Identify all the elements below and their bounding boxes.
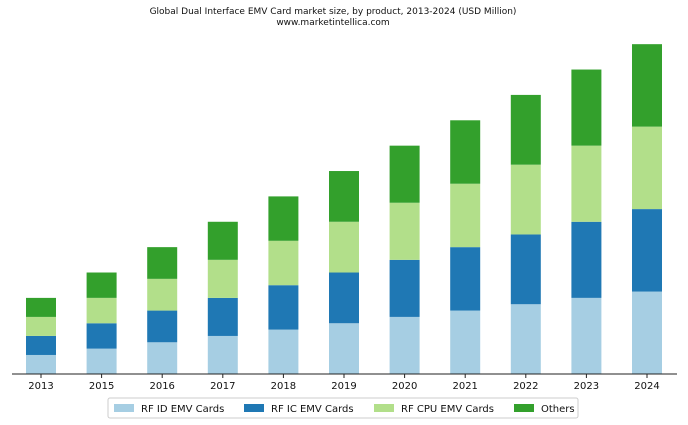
- bar-rf-cpu-emv-cards-2021: [450, 183, 481, 248]
- bar-others-2019: [329, 171, 359, 222]
- bar-others-2015: [86, 272, 117, 298]
- legend-label-rf-cpu-emv-cards: RF CPU EMV Cards: [401, 404, 494, 415]
- bar-others-2023: [571, 69, 602, 146]
- bar-rf-id-emv-cards-2022: [510, 304, 541, 374]
- x-tick-label: 2015: [89, 381, 114, 392]
- x-tick-label: 2013: [28, 381, 53, 392]
- bar-rf-cpu-emv-cards-2017: [207, 259, 238, 298]
- bar-rf-id-emv-cards-2023: [571, 297, 602, 374]
- legend-label-others: Others: [541, 404, 575, 415]
- bar-rf-cpu-emv-cards-2013: [26, 316, 56, 336]
- bar-rf-cpu-emv-cards-2018: [268, 240, 299, 286]
- x-tick-label: 2017: [210, 381, 235, 392]
- bar-rf-cpu-emv-cards-2022: [510, 164, 541, 235]
- bar-rf-id-emv-cards-2017: [207, 335, 238, 374]
- chart-subtitle: www.marketintellica.com: [276, 18, 389, 28]
- bar-rf-ic-emv-cards-2015: [86, 323, 117, 349]
- bar-rf-id-emv-cards-2016: [147, 342, 178, 374]
- bar-rf-ic-emv-cards-2016: [147, 310, 178, 343]
- x-tick-label: 2020: [392, 381, 417, 392]
- bar-others-2016: [147, 247, 178, 279]
- bar-others-2022: [510, 94, 541, 165]
- x-tick-label: 2022: [513, 381, 538, 392]
- bar-others-2018: [268, 196, 299, 241]
- bars-layer: [26, 44, 662, 374]
- bar-rf-id-emv-cards-2021: [450, 310, 481, 374]
- bar-rf-ic-emv-cards-2020: [389, 259, 420, 317]
- bar-rf-id-emv-cards-2018: [268, 329, 299, 374]
- bar-rf-ic-emv-cards-2017: [207, 297, 238, 336]
- bar-rf-ic-emv-cards-2024: [632, 209, 662, 292]
- bar-rf-ic-emv-cards-2019: [329, 272, 359, 324]
- legend-label-rf-ic-emv-cards: RF IC EMV Cards: [271, 404, 354, 415]
- x-axis-ticks: 2013 2015 2016 2017 2018 2019 2020 2021 2022 2023…: [28, 374, 660, 392]
- legend-swatch-rf-id-emv-cards: [114, 404, 134, 412]
- bar-rf-cpu-emv-cards-2020: [389, 202, 420, 260]
- bar-rf-cpu-emv-cards-2019: [329, 221, 359, 273]
- bar-others-2017: [207, 221, 238, 260]
- bar-others-2024: [632, 44, 662, 127]
- bar-others-2013: [26, 297, 56, 317]
- x-tick-label: 2019: [331, 381, 356, 392]
- x-tick-label: 2024: [634, 381, 659, 392]
- bar-rf-id-emv-cards-2015: [86, 348, 117, 374]
- bar-rf-ic-emv-cards-2021: [450, 247, 481, 311]
- bar-rf-id-emv-cards-2019: [329, 323, 359, 374]
- legend-box: [107, 397, 579, 419]
- bar-rf-id-emv-cards-2013: [26, 354, 56, 374]
- bar-rf-ic-emv-cards-2022: [510, 234, 541, 305]
- chart-title: Global Dual Interface EMV Card market si…: [150, 7, 517, 17]
- legend: RF ID EMV Cards RF IC EMV Cards RF CPU EMV…: [107, 397, 579, 419]
- bar-rf-ic-emv-cards-2013: [26, 335, 56, 355]
- bar-others-2020: [389, 145, 420, 203]
- bar-rf-ic-emv-cards-2018: [268, 285, 299, 330]
- bar-rf-cpu-emv-cards-2016: [147, 278, 178, 311]
- bar-rf-id-emv-cards-2020: [389, 316, 420, 374]
- legend-swatch-others: [514, 404, 534, 412]
- x-tick-label: 2018: [271, 381, 296, 392]
- x-tick-label: 2016: [149, 381, 174, 392]
- bar-rf-id-emv-cards-2024: [632, 291, 662, 374]
- legend-swatch-rf-ic-emv-cards: [244, 404, 264, 412]
- bar-rf-cpu-emv-cards-2023: [571, 145, 602, 222]
- bar-rf-cpu-emv-cards-2024: [632, 126, 662, 210]
- x-tick-label: 2021: [452, 381, 477, 392]
- bar-others-2021: [450, 120, 481, 184]
- bar-rf-cpu-emv-cards-2015: [86, 297, 117, 324]
- legend-label-rf-id-emv-cards: RF ID EMV Cards: [141, 404, 224, 415]
- legend-swatch-rf-cpu-emv-cards: [374, 404, 394, 412]
- x-tick-label: 2023: [574, 381, 599, 392]
- bar-rf-ic-emv-cards-2023: [571, 221, 602, 298]
